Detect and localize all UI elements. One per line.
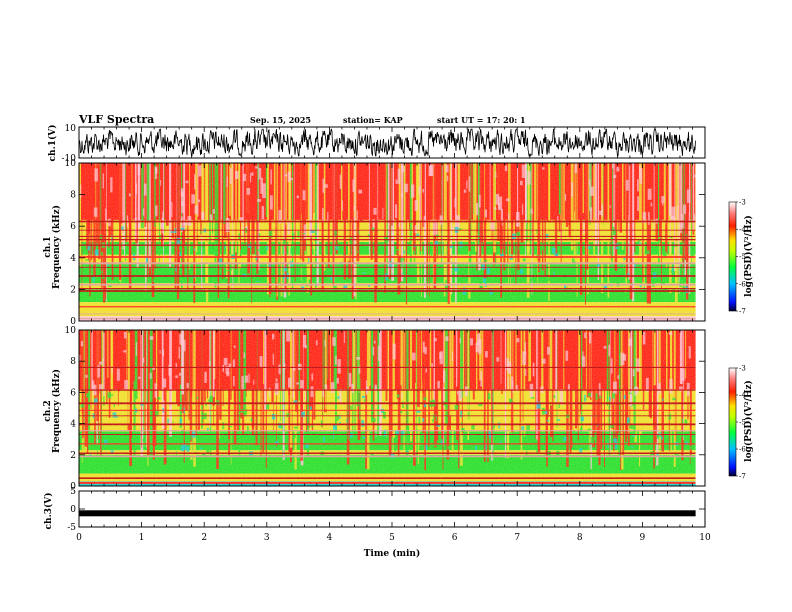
ch1-spec-ytick-label: 10	[65, 159, 77, 169]
ch1-spectrogram-panel: 0 2 4 6 8 10	[65, 159, 706, 327]
ch2-colorbar-label: log(PSD)(V²/Hz)	[743, 380, 754, 462]
x-tick-label: 3	[264, 533, 270, 543]
ch1-colorbar-label: log(PSD)(V²/Hz)	[743, 215, 754, 297]
ch1-colorbar-tick-label: -7	[739, 308, 746, 316]
x-tick-label: 6	[452, 533, 458, 543]
ch2-spec-ytick-label: 2	[70, 451, 76, 461]
ch3-frame	[78, 490, 706, 528]
x-tick-label: 7	[514, 533, 520, 543]
ch2-colorbar-tick-label: -7	[739, 473, 746, 481]
ch2-spec-ytick-label: 0	[70, 482, 76, 492]
ch1-colorbar-tick-label: -4	[739, 226, 746, 234]
figure-title: VLF Spectra	[78, 113, 154, 126]
ch1-waveform-panel: 10 -10	[62, 124, 706, 164]
ch3-signal-panel: 50-50 1 2 3 4 5 6 7 8 9 10	[67, 487, 711, 543]
x-axis-label: Time (min)	[364, 548, 421, 559]
x-tick-label: 8	[577, 533, 583, 543]
ch1-ytick-label: 10	[65, 124, 77, 134]
ch1-waveform-trace	[78, 128, 696, 157]
ch2-colorbar-tick-label: -5	[739, 419, 746, 427]
ch2-spec-ylabel-line1: ch.2	[43, 400, 53, 421]
x-tick-label: 10	[699, 533, 711, 543]
x-tick-label: 5	[389, 533, 395, 543]
ch1-spec-ytick-label: 2	[70, 285, 76, 295]
ch1-ylabel: ch.1(V)	[47, 125, 58, 162]
ch2-spec-ylabel-line2: Frequency (kHz)	[51, 369, 62, 453]
ch3-ylabel: ch.3(V)	[43, 493, 54, 530]
ch2-spec-grain	[79, 330, 696, 486]
ch3-ytick-label: 0	[70, 505, 76, 515]
ch2-spec-empty	[695, 330, 705, 486]
station-label: station= KAP	[343, 115, 403, 125]
ch2-spec-ytick-label: 10	[65, 326, 77, 336]
ch1-ytick-label: -10	[62, 154, 77, 164]
ch1-spec-ylabel-line2: Frequency (kHz)	[51, 205, 62, 289]
ch1-colorbar-gradient	[728, 201, 737, 312]
ch1-spec-ytick-label: 4	[70, 254, 76, 264]
ch1-colorbar: -3 -4 -5 -6 -7	[728, 199, 746, 316]
ch2-colorbar-tick-label: -3	[739, 365, 746, 373]
x-tick-label: 9	[640, 533, 646, 543]
ch1-colorbar-tick-label: -6	[739, 280, 746, 288]
ch1-colorbar-tick-label: -3	[739, 199, 746, 207]
x-tick-label: 0	[76, 533, 82, 543]
ch1-spec-ytick-label: 0	[70, 317, 76, 327]
ch1-colorbar-tick-label: -5	[739, 253, 746, 261]
ch2-colorbar: -3 -4 -5 -6 -7	[728, 365, 746, 481]
date-label: Sep. 15, 2025	[250, 115, 311, 125]
x-tick-label: 1	[139, 533, 145, 543]
ch3-ytick-label: 5	[70, 487, 76, 497]
ch1-spec-ylabel-line1: ch.1	[43, 236, 53, 257]
ch2-colorbar-gradient	[728, 367, 737, 477]
ch2-spec-ytick-label: 8	[70, 357, 76, 367]
start-ut-label: start UT = 17: 20: 1	[437, 115, 526, 125]
ch3-ytick-label: -5	[67, 523, 76, 533]
ch1-spec-ytick-label: 6	[70, 222, 76, 232]
ch1-spec-empty	[695, 163, 705, 321]
x-tick-label: 2	[201, 533, 207, 543]
ch1-spec-ytick-label: 8	[70, 191, 76, 201]
x-tick-label: 4	[327, 533, 333, 543]
ch2-spec-ytick-label: 4	[70, 420, 76, 430]
ch1-spec-grain	[79, 163, 696, 321]
ch3-signal-band	[79, 510, 696, 517]
ch2-spectrogram-panel: 0 2 4 6 8 10	[65, 326, 706, 492]
ch2-colorbar-tick-label: -6	[739, 446, 746, 454]
ch2-colorbar-tick-label: -4	[739, 392, 746, 400]
ch2-spec-ytick-label: 6	[70, 388, 76, 398]
